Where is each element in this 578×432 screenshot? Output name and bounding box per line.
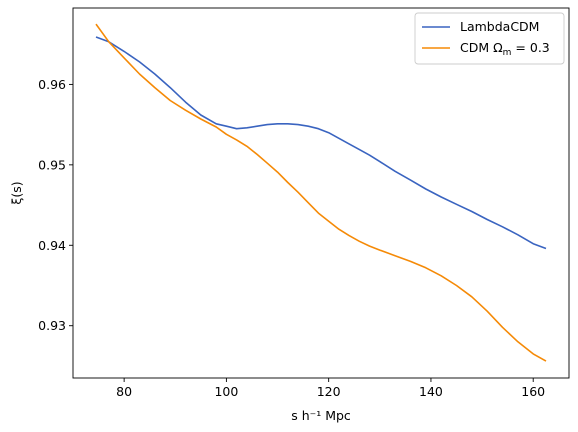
series-line-1 xyxy=(95,23,547,362)
plot-background xyxy=(73,8,569,378)
y-axis-label: ξ(s) xyxy=(9,181,24,204)
y-tick-label: 0.95 xyxy=(38,157,66,172)
y-tick-label: 0.93 xyxy=(38,318,66,333)
x-tick-label: 140 xyxy=(419,384,443,399)
x-axis-label: s h⁻¹ Mpc xyxy=(291,408,351,423)
x-tick-label: 80 xyxy=(116,384,132,399)
legend-label-cdm: CDM Ωm = 0.3 xyxy=(460,40,550,58)
plot-frame xyxy=(72,7,570,379)
series-line-0 xyxy=(95,36,547,250)
x-tick-label: 120 xyxy=(317,384,341,399)
y-tick-label: 0.96 xyxy=(38,77,66,92)
series-lines xyxy=(95,23,547,362)
y-tick-label: 0.94 xyxy=(38,238,66,253)
x-axis: 80 100 120 140 160 xyxy=(116,378,545,399)
legend: LambdaCDM CDM Ωm = 0.3 xyxy=(414,12,565,65)
y-axis: 0.93 0.94 0.95 0.96 xyxy=(38,77,73,333)
legend-label-lambdacdm: LambdaCDM xyxy=(460,19,539,34)
x-tick-label: 100 xyxy=(214,384,238,399)
x-tick-label: 160 xyxy=(521,384,545,399)
legend-box xyxy=(414,12,565,65)
